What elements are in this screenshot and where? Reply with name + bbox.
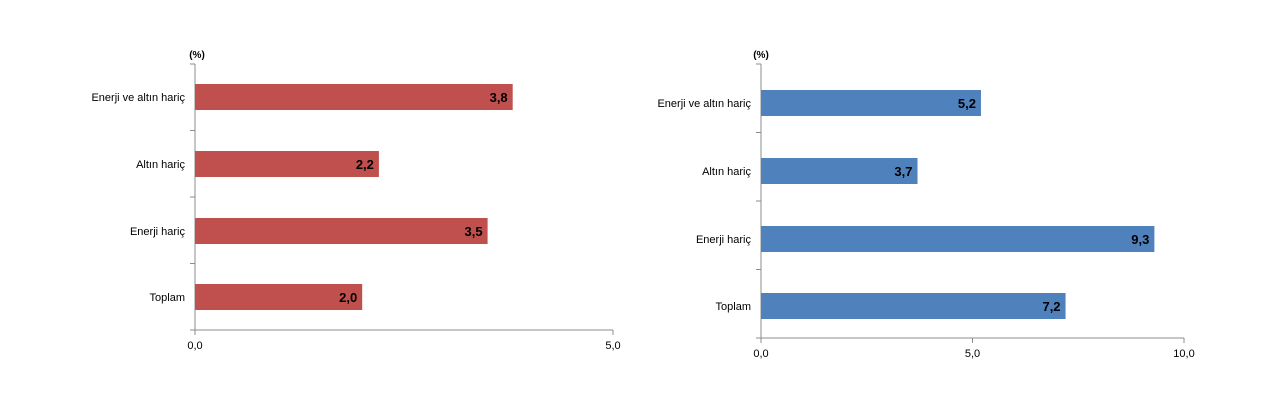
chart2-value-tick-label: 10,0 (1173, 348, 1194, 360)
chart1-data-label: 3,5 (465, 224, 483, 239)
chart1-category-label: Toplam (150, 292, 185, 304)
chart2-data-label: 3,7 (894, 164, 912, 179)
chart1-unit-label: (%) (189, 50, 205, 61)
chart2-value-tick-label: 5,0 (965, 348, 980, 360)
chart1-value-tick-label: 5,0 (605, 340, 620, 352)
chart1-bar (195, 84, 513, 110)
chart1-data-label: 2,0 (339, 290, 357, 305)
chart2-category-label: Altın hariç (702, 166, 751, 178)
chart2-unit-label: (%) (753, 50, 769, 61)
chart1-category-label: Altın hariç (136, 159, 185, 171)
chart2-category-label: Enerji hariç (696, 234, 752, 246)
chart1-bar (195, 218, 488, 244)
chart1-bar (195, 151, 379, 177)
chart2-data-label: 7,2 (1042, 299, 1060, 314)
chart2-category-label: Enerji ve altın hariç (657, 98, 751, 110)
chart1-category-label: Enerji hariç (130, 226, 186, 238)
chart2-bar (761, 90, 981, 116)
chart1-value-tick-label: 0,0 (187, 340, 202, 352)
chart1-category-label: Enerji ve altın hariç (91, 92, 185, 104)
chart1-data-label: 2,2 (356, 157, 374, 172)
chart2-bar (761, 158, 918, 184)
chart2-value-tick-label: 0,0 (753, 348, 768, 360)
chart1-bar (195, 284, 363, 310)
chart2-bar (761, 226, 1155, 252)
chart2-data-label: 9,3 (1131, 232, 1149, 247)
chart2-category-label: Toplam (716, 301, 751, 313)
chart1-data-label: 3,8 (490, 90, 508, 105)
chart2-data-label: 5,2 (958, 96, 976, 111)
chart2-bar (761, 293, 1066, 319)
